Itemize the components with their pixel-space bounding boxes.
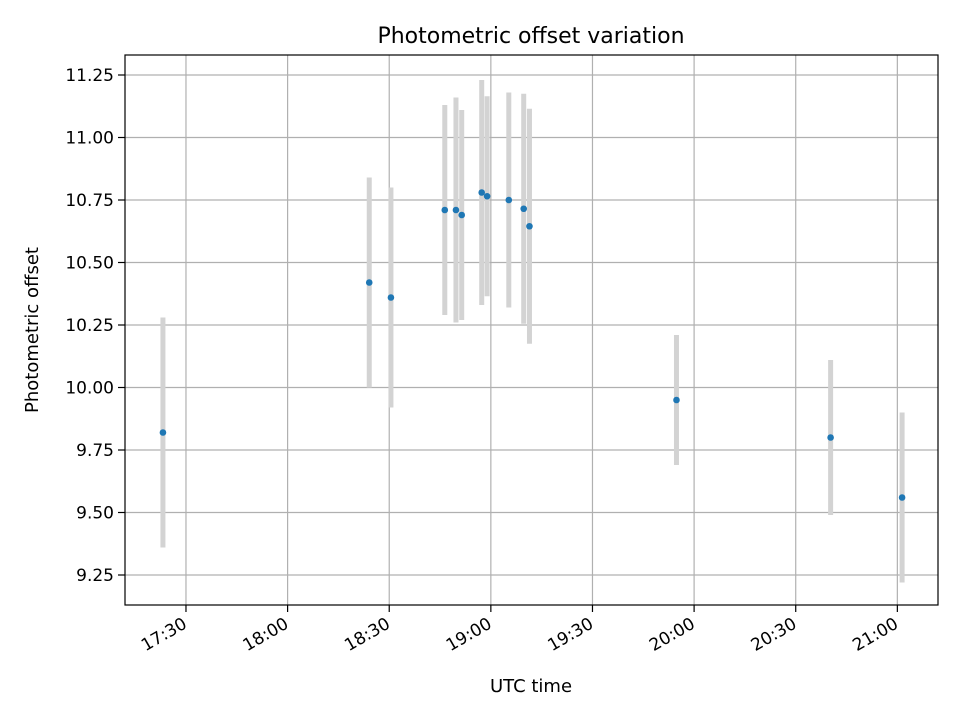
data-point [387,294,395,301]
data-point [898,494,906,501]
data-point [159,429,167,436]
y-tick-label: 9.25 [76,566,114,586]
data-point [827,434,834,441]
y-tick-label: 10.00 [65,379,114,399]
x-axis-label: UTC time [490,676,572,697]
y-tick-label: 10.25 [65,316,114,336]
chart-title: Photometric offset variation [377,24,684,49]
data-point [505,196,513,204]
data-point [441,206,449,214]
y-tick-label: 11.25 [65,66,114,86]
data-point [673,396,680,404]
data-point [365,279,373,286]
y-tick-label: 11.00 [65,129,114,149]
y-axis-label: Photometric offset [22,247,43,413]
y-tick-label: 9.75 [76,441,114,461]
data-point [478,189,486,196]
data-point [458,211,466,219]
data-point [483,192,491,200]
plot-frame [124,54,939,606]
y-tick-label: 9.50 [76,504,114,524]
y-axis-ticks: 9.25 9.50 9.75 10.00 10.25 10.50 10.75 11.00 11.… [65,66,125,586]
data-points [159,189,906,501]
y-tick-label: 10.50 [65,254,114,274]
data-point [452,206,460,214]
y-tick-label: 10.75 [65,191,114,211]
data-point [526,222,533,230]
data-point [520,205,528,213]
